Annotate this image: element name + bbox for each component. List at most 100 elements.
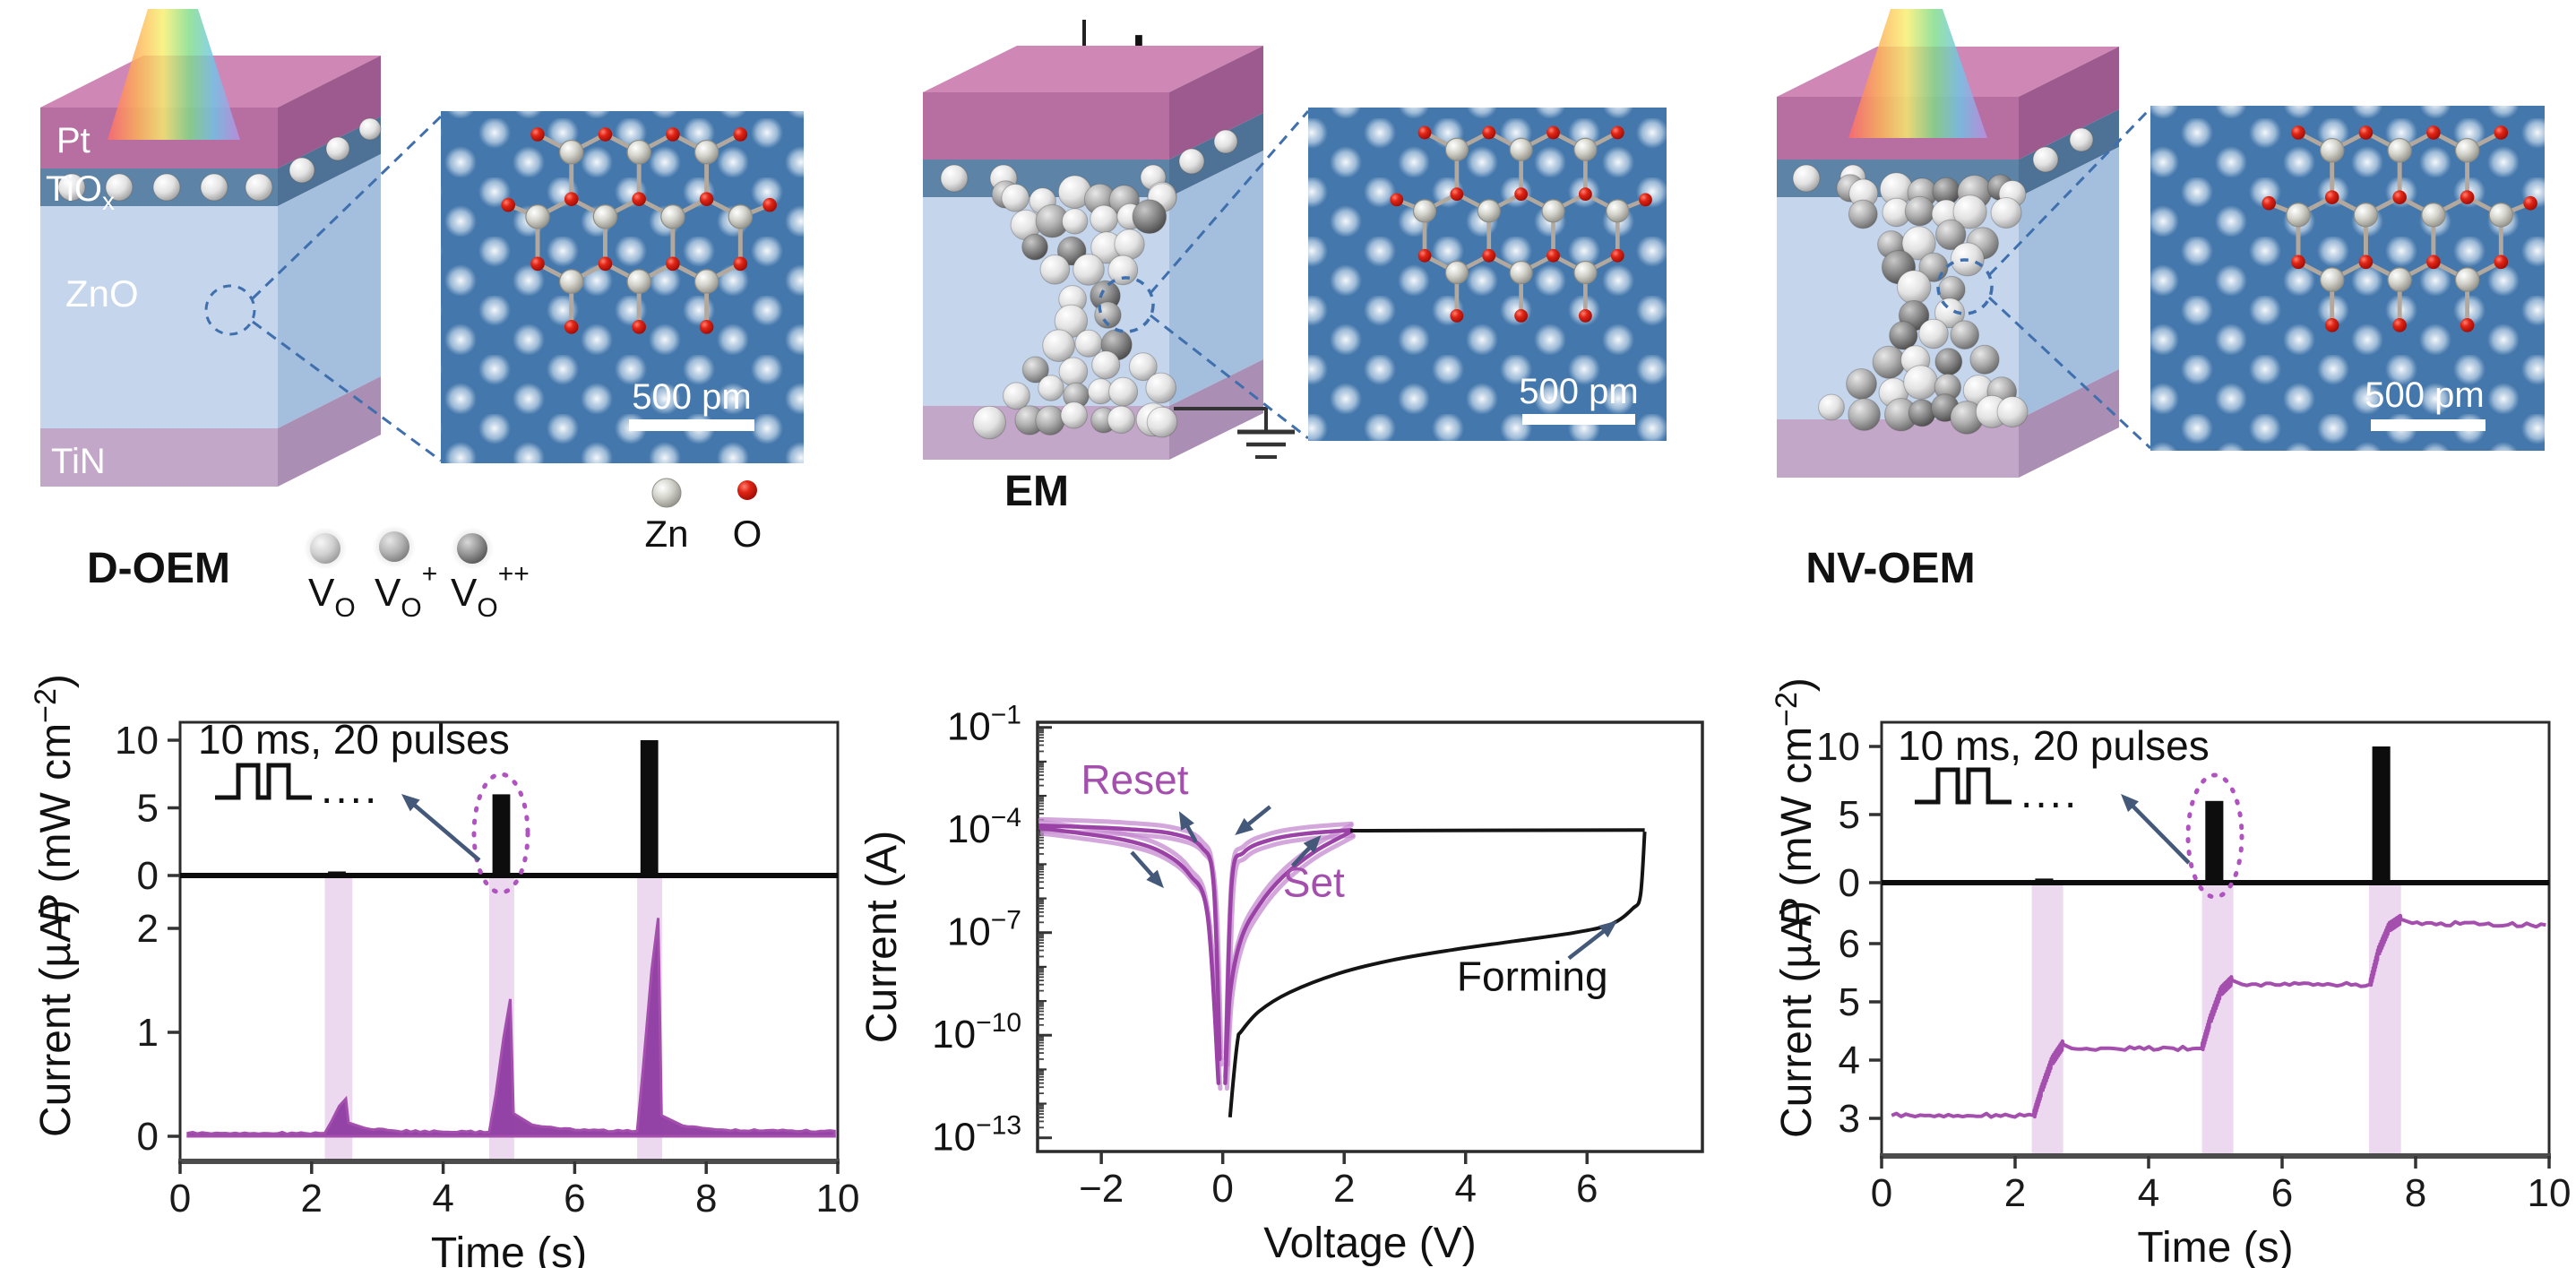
x-tick-label: 10 (816, 1177, 860, 1221)
power-tick-label: 5 (1839, 793, 1860, 837)
x-tick-label: 6 (2271, 1171, 2293, 1215)
filament-sphere (1035, 405, 1065, 436)
y-tick-label: 10−4 (947, 803, 1021, 851)
filament-sphere (1935, 219, 1967, 251)
current-tick-label: 1 (137, 1011, 159, 1055)
annotation-arrowhead (1146, 869, 1164, 889)
filament-sphere (1061, 208, 1089, 235)
filament-sphere (1901, 226, 1936, 261)
current-trace (186, 918, 836, 1138)
filament-sphere (1846, 368, 1877, 400)
stem-image (1308, 108, 1667, 441)
oxygen-vacancy-spheres (57, 117, 382, 202)
power-pulse-bar (2372, 746, 2391, 883)
filament-sphere (1128, 352, 1158, 382)
pulse-highlight-ellipse (2185, 772, 2244, 900)
annotation-arrowhead (1598, 920, 1618, 938)
filament-sphere (1038, 375, 1064, 401)
scale-label: 500 pm (2365, 375, 2484, 415)
vacancy-sphere-v0 (310, 533, 340, 564)
filament-sphere (1818, 393, 1845, 421)
x-tick-label: 8 (695, 1177, 717, 1221)
current-tick-label: 5 (1839, 980, 1860, 1024)
filament-sphere (1108, 376, 1139, 407)
power-tick-label: 0 (1839, 861, 1860, 905)
connector-line (1150, 314, 1309, 440)
filament-sphere (1934, 298, 1965, 329)
cube-top-face (923, 46, 1263, 92)
y-tick-label: 10−13 (932, 1111, 1021, 1160)
tin-layer (40, 428, 278, 487)
pulse-train-icon (215, 763, 312, 800)
filament-sphere (1145, 372, 1177, 404)
device-label-em: EM (1004, 468, 1069, 515)
vacancy-label-v0: VO (308, 571, 356, 623)
annotation-arrow (1567, 927, 1607, 961)
set-label: Set (1283, 859, 1345, 906)
y-axis-label: Current (A) (858, 831, 906, 1043)
filament-sphere (1904, 195, 1935, 227)
filament-sphere (1934, 348, 1963, 376)
power-pulse-bar (2205, 800, 2224, 883)
pulse-train-dots: .... (321, 765, 379, 813)
filament-sphere (1872, 345, 1906, 379)
filament-sphere (1107, 254, 1139, 286)
top-electrode (923, 92, 1169, 160)
atom-legend: Zn O (644, 478, 762, 555)
scale-label: 500 pm (1519, 372, 1638, 411)
connector-line (1149, 110, 1310, 294)
filament-sphere (972, 405, 1007, 440)
layer-label-tin: TiN (51, 442, 106, 481)
vacancy-label-v0plusplus: VO++ (451, 559, 530, 623)
filament-sphere (1058, 357, 1089, 387)
iv-forming_return (1349, 828, 1645, 832)
filament-sphere (1848, 199, 1878, 229)
filament-sphere (1952, 194, 1987, 229)
iv-loop-set_return (1223, 827, 1354, 1062)
o-legend-sphere (737, 480, 757, 500)
connector-line (252, 320, 442, 462)
zn-o-lattice-overlay (501, 127, 777, 334)
annotation-arrowhead (2121, 794, 2140, 813)
y-tick-label: 10−10 (932, 1008, 1021, 1057)
filament-sphere (1897, 270, 1932, 305)
filament-sphere (1908, 399, 1936, 427)
filament-sphere (1114, 229, 1145, 260)
x-tick-label: 4 (1454, 1167, 1476, 1211)
magnifier-circle (204, 284, 256, 336)
iv-loop-set_sweep (1223, 829, 1354, 1085)
zno-layer-side (2019, 147, 2119, 419)
device-label-nv-oem: NV-OEM (1805, 545, 1975, 592)
magnifier-circle (1098, 276, 1155, 333)
device-d-oem: Pt TiOx ZnO TiN D-OEM (40, 9, 382, 592)
zn-legend-sphere (651, 478, 682, 508)
layer-label-zno: ZnO (65, 272, 139, 315)
current-tick-label: 2 (137, 907, 159, 951)
stem-inset-2: 500 pm (1308, 108, 1667, 441)
conductive-filament (972, 175, 1178, 440)
x-axis-label: Time (s) (2137, 1224, 2293, 1268)
top-electrode-side (1169, 46, 1263, 160)
chart-em-iv: 10−13 10−10 10−7 10−4 10−1 −2 0 2 4 6 Reset Set Form… (858, 701, 1704, 1267)
filament-sphere (1996, 396, 2029, 427)
light-pulse-band (2201, 885, 2234, 1156)
filament-sphere (1091, 350, 1121, 380)
x-tick-label: 6 (1576, 1167, 1598, 1211)
filament-sphere (1146, 406, 1178, 438)
filament-sphere (1001, 184, 1030, 212)
current-tick-label: 6 (1839, 922, 1860, 966)
x-tick-label: 0 (1211, 1167, 1233, 1211)
scale-bar (629, 419, 754, 431)
tiox-layer-side (1169, 113, 1263, 197)
x-axis-label: Time (s) (431, 1229, 587, 1268)
filament-sphere (1990, 197, 2022, 229)
iv-forming (1228, 831, 1647, 1117)
iv-loop-echo (1038, 819, 1221, 1080)
connector-line (1987, 107, 2152, 277)
annotation-arrow (1290, 844, 1314, 867)
light-cone (1848, 9, 1987, 138)
filament-sphere (1039, 254, 1071, 285)
x-tick-label: 6 (564, 1177, 585, 1221)
zn-o-lattice-overlay (1390, 125, 1652, 323)
power-tick-label: 0 (137, 854, 159, 898)
